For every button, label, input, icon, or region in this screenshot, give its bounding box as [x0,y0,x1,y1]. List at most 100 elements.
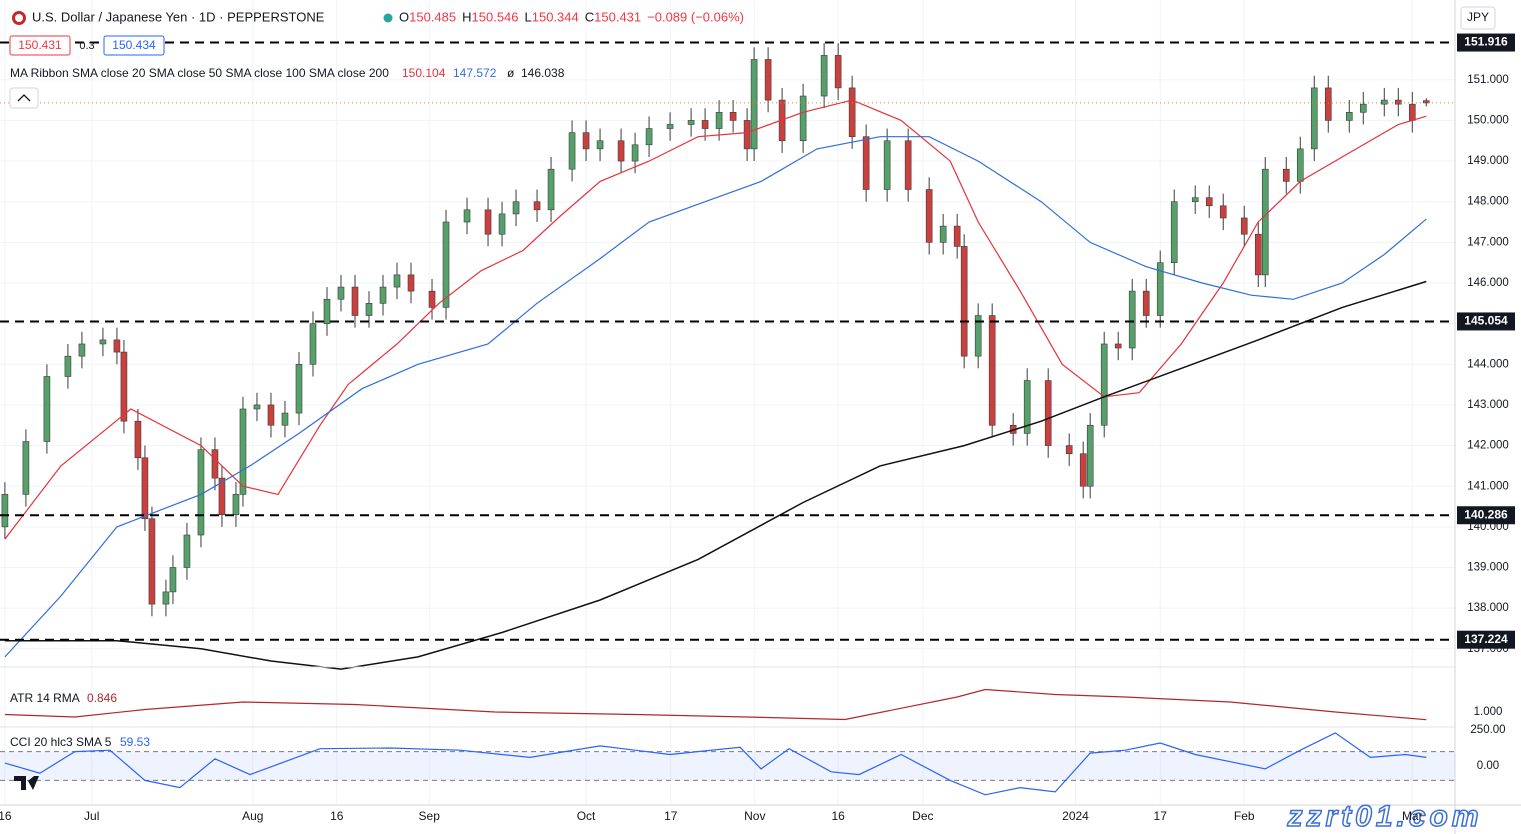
y-tick-label: 143.000 [1467,399,1509,411]
candle-body [533,201,541,211]
candle-body [379,286,387,304]
watermark: zzrt01.com [1286,800,1482,833]
candle-body [211,449,219,479]
candle-body [120,351,128,422]
ohlc-value: 150.431 [594,9,641,24]
market-status [383,13,393,23]
candle-body [141,457,149,520]
candle-body [974,315,982,357]
candle-body [631,144,639,162]
candle-body [883,140,891,190]
candle-body [1380,99,1388,105]
x-tick-label: 16 [0,809,12,823]
candle-body [183,534,191,568]
cci-title[interactable]: CCI 20 hlc3 SMA 5 [10,735,112,749]
y-tick-label: 148.000 [1467,196,1509,208]
candle-body [799,95,807,142]
bid[interactable]: 150.431 [18,38,62,52]
x-tick-label: Sep [419,809,441,823]
price-axis [1455,0,1521,834]
currency-button[interactable] [1460,6,1496,30]
level-label-bg [1457,630,1515,649]
x-tick-label: Oct [577,809,596,823]
ohlc-label: C [585,9,594,24]
candle-body [666,124,674,129]
ohlc-value: 150.485 [409,9,456,24]
candle-body [1100,343,1108,426]
candle-body [498,213,506,235]
candle-body [162,591,170,605]
y-tick-label: 146.000 [1467,277,1509,289]
candle-body [134,420,142,459]
candle-body [687,120,695,125]
y-tick-label: 149.000 [1467,155,1509,167]
spread: 0.3 [79,40,94,52]
y-tick-label: 150.000 [1467,114,1509,126]
candle-body [197,449,205,536]
candle-body [1170,201,1178,263]
candle-body [1422,100,1430,104]
candle-body [99,339,107,345]
ohlc-value: 150.344 [532,9,579,24]
plot-area [0,0,1455,805]
ma-legend[interactable]: MA Ribbon SMA close 20 SMA close 50 SMA … [10,66,389,80]
candle-body [78,343,86,357]
candle-body [568,132,576,170]
buy-box[interactable] [103,35,165,56]
currency[interactable]: JPY [1467,10,1489,24]
candle-body [743,120,751,150]
candle-body [617,140,625,162]
candle-body [596,140,604,150]
change: −0.089 (−0.06%) [647,9,744,24]
candle-body [1065,445,1073,455]
collapse-icon [17,94,31,102]
candle-body [1,494,9,528]
atr-title[interactable]: ATR 14 RMA [10,691,80,705]
candle-body [1156,262,1164,316]
symbol-title[interactable]: U.S. Dollar / Japanese Yen · 1D · PEPPER… [32,9,325,24]
candle-body [1114,343,1122,349]
ma-line [4,136,1427,658]
candle-body [281,412,289,426]
candle-body [218,477,226,515]
candle-body [512,201,520,215]
candle-body [1394,99,1402,105]
candle-body [1128,290,1136,349]
candle-body [1240,217,1248,235]
candle-body [820,55,828,97]
y-tick-label: 250.00 [1470,724,1505,736]
collapse-button[interactable] [9,87,39,109]
candle-body [1044,380,1052,446]
ma-value: 147.572 [453,66,497,80]
level-label: 151.916 [1464,35,1508,49]
candle-body [1191,197,1199,203]
candle-body [365,303,373,316]
y-tick-label: 141.000 [1467,480,1509,492]
x-tick-label: Aug [242,809,263,823]
level-label-bg [1457,506,1515,525]
candle-body [862,136,870,190]
indicator-line [4,732,1427,796]
candle-body [834,55,842,89]
ask[interactable]: 150.434 [112,38,156,52]
ma-value: 150.104 [402,66,446,80]
candle-body [1296,148,1304,182]
candle-body [295,363,303,414]
y-tick-label: 0.00 [1477,760,1499,772]
flag-icon [15,14,23,22]
x-tick-label: Jul [84,809,99,823]
candle-body [701,120,709,129]
level-label: 145.054 [1464,314,1508,328]
level-label-bg [1457,33,1515,52]
candle-body [239,408,247,495]
candle-body [582,132,590,150]
candle-body [645,128,653,146]
candle-body [729,111,737,121]
candle-body [169,567,177,593]
sell-box[interactable] [9,35,71,56]
candle-body [309,323,317,365]
candle-body [1086,424,1094,487]
candle-body [253,404,261,410]
candle-body [750,59,758,150]
